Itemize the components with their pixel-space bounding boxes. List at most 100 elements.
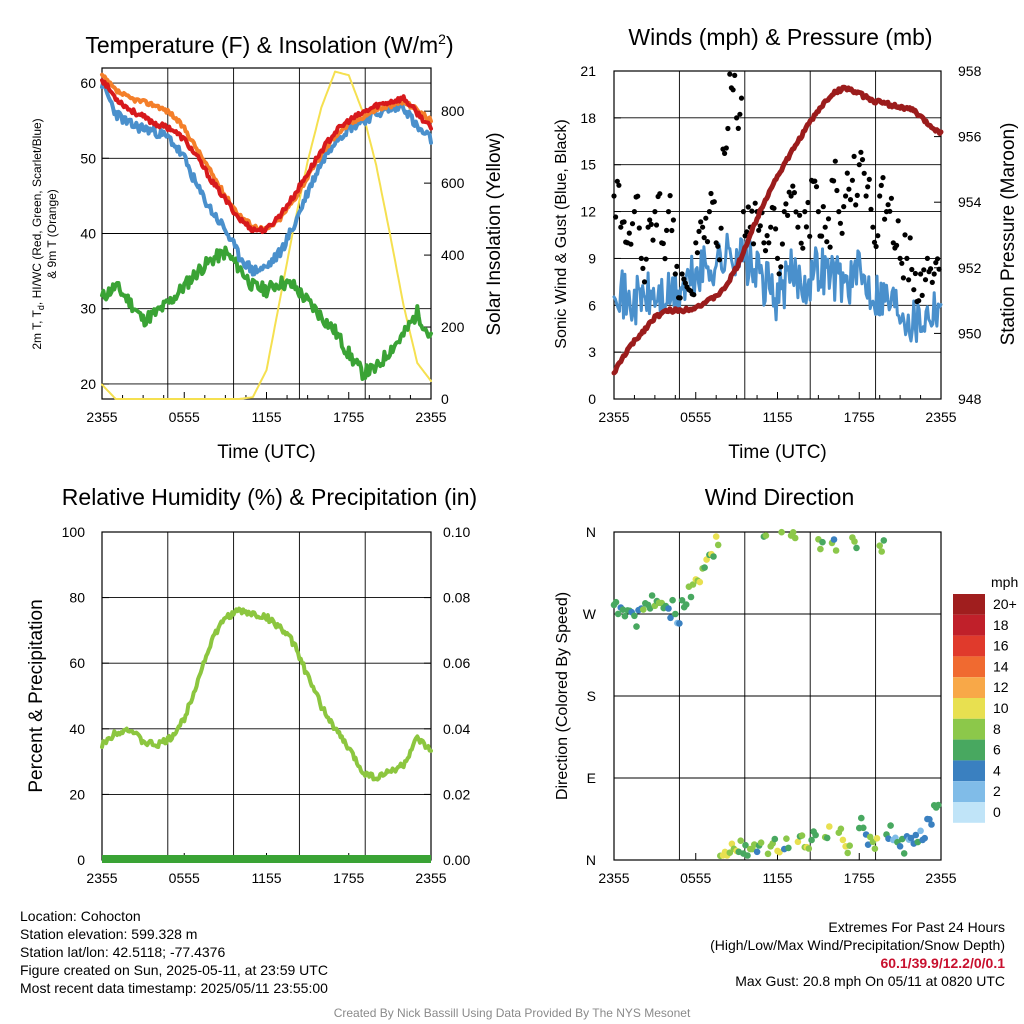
temperature-ylabel: 2m T, Td, HI/WC (Red, Green, Scarlet/Blu… — [30, 118, 46, 349]
gust-point — [679, 271, 685, 277]
gust-point — [899, 260, 905, 266]
x-tick-label: 1155 — [251, 870, 281, 886]
gust-point — [871, 239, 878, 245]
direction-point — [830, 536, 838, 543]
gust-point — [657, 191, 663, 197]
extremes-box: Extremes For Past 24 Hours (High/Low/Max… — [710, 918, 1005, 990]
direction-point — [672, 610, 679, 618]
gust-point — [779, 241, 786, 247]
gust-point — [700, 224, 706, 230]
winds-panel-frame — [613, 70, 942, 400]
gust-point — [854, 192, 860, 198]
legend-label: 2 — [993, 783, 1001, 799]
gust-point — [771, 205, 777, 211]
legend-swatch — [953, 718, 985, 740]
gust-point — [749, 208, 755, 214]
x-tick-label: 1155 — [762, 409, 792, 425]
gust-point — [744, 229, 750, 235]
direction-point — [864, 841, 872, 848]
gust-point — [761, 240, 767, 246]
legend-title: mph — [991, 574, 1018, 590]
y-tick-label: 100 — [62, 524, 86, 540]
legend-label: 4 — [993, 762, 1001, 778]
gust-point — [851, 153, 857, 159]
y-tick-label: 60 — [69, 655, 85, 671]
y-tick-label: 9 — [588, 250, 596, 266]
gust-point — [691, 292, 697, 298]
gust-point — [638, 255, 644, 261]
gust-point — [698, 219, 704, 225]
y2-tick-label: 948 — [958, 391, 982, 407]
gust-point — [664, 227, 670, 233]
legend-label: 14 — [993, 658, 1009, 674]
gust-point — [791, 190, 798, 196]
x-tick-label: 1755 — [844, 870, 875, 886]
direction-point — [682, 601, 690, 608]
y-tick-label: 80 — [69, 590, 85, 606]
direction-point — [837, 825, 845, 833]
gust-point — [628, 241, 634, 247]
y-tick-label: 18 — [580, 110, 596, 126]
gust-point — [750, 241, 757, 247]
direction-point — [712, 533, 720, 540]
gust-point — [670, 217, 677, 223]
gust-point — [802, 209, 808, 215]
gust-point — [888, 195, 895, 201]
gust-point — [832, 158, 838, 164]
gust-point — [844, 170, 850, 176]
rh-title: Relative Humidity (%) & Precipitation (i… — [62, 484, 477, 510]
direction-point — [633, 623, 640, 630]
wind-direction-ylabel: Direction (Colored By Speed) — [554, 592, 571, 800]
recent-timestamp: Most recent data timestamp: 2025/05/11 2… — [20, 980, 328, 996]
direction-point — [935, 801, 942, 809]
direction-point — [757, 839, 765, 846]
y2-tick-label: 956 — [958, 129, 982, 145]
gust-point — [631, 209, 638, 215]
y-tick-label: 6 — [588, 297, 596, 313]
direction-point — [764, 850, 772, 858]
gust-point — [732, 72, 738, 78]
y2-tick-label: 0.08 — [443, 590, 470, 606]
station-latlon: Station lat/lon: 42.5118; -77.4376 — [20, 944, 226, 960]
gust-point — [785, 212, 791, 218]
gust-point — [757, 223, 763, 229]
gust-point — [931, 271, 937, 277]
gust-point — [868, 206, 874, 212]
gust-point — [916, 298, 922, 304]
y-tick-label: 40 — [69, 721, 85, 737]
gust-point — [922, 277, 929, 283]
gust-point — [677, 295, 683, 301]
y-tick-label: 60 — [80, 75, 96, 91]
series-sonic-wind — [612, 232, 943, 343]
gust-point — [703, 215, 709, 221]
gust-point — [887, 208, 893, 214]
direction-point — [878, 548, 885, 555]
gust-point — [740, 209, 747, 215]
figure-created: Figure created on Sun, 2025-05-11, at 23… — [20, 962, 328, 978]
direction-point — [826, 823, 833, 830]
legend-label: 0 — [993, 804, 1001, 820]
direction-point — [846, 842, 853, 849]
gust-point — [768, 224, 774, 230]
gust-point — [797, 212, 803, 218]
gust-point — [865, 184, 871, 190]
gust-point — [894, 242, 900, 248]
gust-point — [718, 225, 724, 231]
gust-point — [819, 233, 825, 239]
gust-point — [795, 224, 801, 230]
gust-point — [738, 95, 745, 101]
gust-point — [762, 248, 769, 254]
gust-point — [934, 256, 941, 262]
direction-point — [839, 836, 847, 844]
gust-point — [669, 227, 675, 234]
series-solar-insolation — [101, 70, 432, 400]
direction-point — [744, 852, 751, 859]
extremes-title: Extremes For Past 24 Hours — [828, 919, 1005, 935]
y2-tick-label: 0.02 — [443, 786, 470, 802]
direction-point — [621, 612, 629, 620]
gust-point — [824, 239, 830, 245]
gust-point — [696, 228, 702, 234]
gust-point — [873, 243, 879, 250]
legend-label: 18 — [993, 617, 1009, 633]
